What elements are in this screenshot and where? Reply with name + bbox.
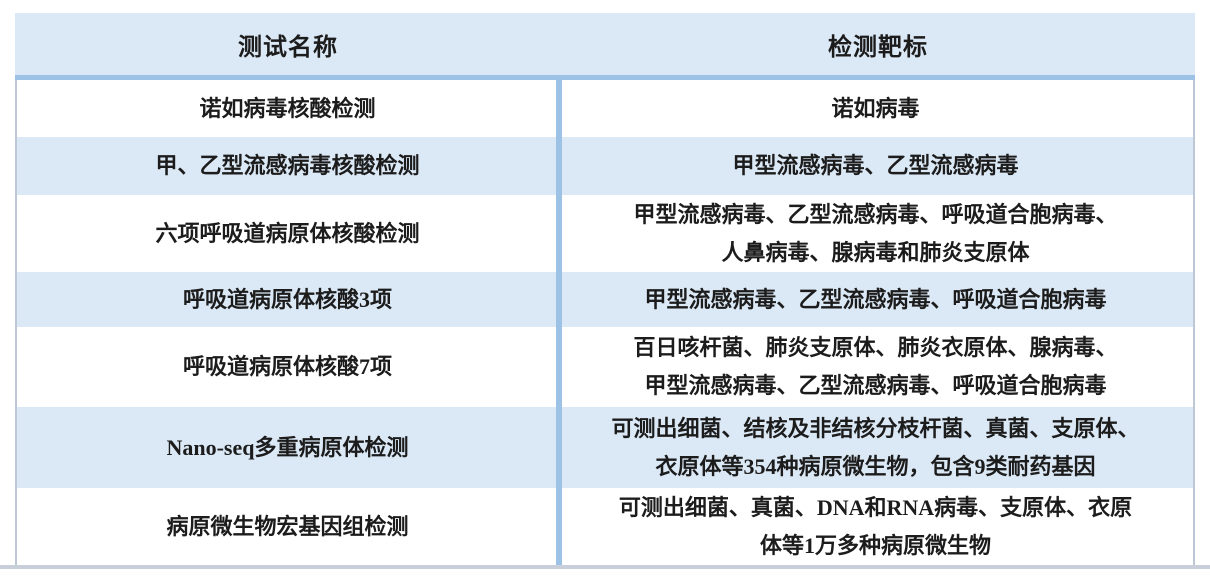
table-row: 病原微生物宏基因组检测 可测出细菌、真菌、DNA和RNA病毒、支原体、衣原 体等…	[17, 488, 1193, 566]
column-divider-rule	[556, 80, 562, 566]
header-separator-rule	[15, 75, 1195, 80]
table-row: Nano-seq多重病原体检测 可测出细菌、结核及非结核分枝杆菌、真菌、支原体、…	[17, 407, 1193, 488]
detection-target-cell: 可测出细菌、真菌、DNA和RNA病毒、支原体、衣原 体等1万多种病原微生物	[618, 495, 1133, 558]
table-header-row: 测试名称 检测靶标	[15, 13, 1195, 75]
test-name-cell: Nano-seq多重病原体检测	[166, 434, 409, 460]
table-row: 诺如病毒核酸检测 诺如病毒	[17, 80, 1193, 137]
column-header-test-name: 测试名称	[238, 34, 338, 61]
test-name-cell: 病原微生物宏基因组检测	[166, 514, 409, 539]
table-row: 呼吸道病原体核酸7项 百日咳杆菌、肺炎支原体、肺炎衣原体、腺病毒、 甲型流感病毒…	[17, 327, 1193, 407]
detection-target-cell: 可测出细菌、结核及非结核分枝杆菌、真菌、支原体、 衣原体等354种病原微生物，包…	[611, 415, 1140, 479]
test-name-cell: 诺如病毒核酸检测	[199, 95, 376, 121]
detection-target-cell: 百日咳杆菌、肺炎支原体、肺炎衣原体、腺病毒、 甲型流感病毒、乙型流感病毒、呼吸道…	[633, 335, 1118, 398]
test-name-cell: 六项呼吸道病原体核酸检测	[155, 220, 420, 246]
table-body: 诺如病毒核酸检测 诺如病毒 甲、乙型流感病毒核酸检测 甲型流感病毒、乙型流感病毒…	[15, 80, 1195, 566]
test-name-cell: 呼吸道病原体核酸7项	[182, 354, 392, 379]
test-name-cell: 呼吸道病原体核酸3项	[182, 286, 392, 312]
column-header-detection-target: 检测靶标	[828, 34, 928, 61]
detection-target-cell: 甲型流感病毒、乙型流感病毒、呼吸道合胞病毒、 人鼻病毒、腺病毒和肺炎支原体	[633, 201, 1118, 265]
detection-target-cell: 甲型流感病毒、乙型流感病毒、呼吸道合胞病毒	[644, 286, 1107, 312]
table-row: 甲、乙型流感病毒核酸检测 甲型流感病毒、乙型流感病毒	[17, 137, 1193, 195]
table-row: 六项呼吸道病原体核酸检测 甲型流感病毒、乙型流感病毒、呼吸道合胞病毒、 人鼻病毒…	[17, 195, 1193, 272]
table-row: 呼吸道病原体核酸3项 甲型流感病毒、乙型流感病毒、呼吸道合胞病毒	[17, 272, 1193, 327]
test-name-cell: 甲、乙型流感病毒核酸检测	[155, 153, 420, 178]
detection-target-cell: 诺如病毒	[831, 95, 920, 121]
page-bottom-rule	[0, 565, 1210, 569]
detection-target-cell: 甲型流感病毒、乙型流感病毒	[732, 153, 1019, 178]
pathogen-test-table: 测试名称 检测靶标 诺如病毒核酸检测 诺如病毒 甲、乙型流感病毒核酸检测 甲型流…	[15, 13, 1195, 566]
